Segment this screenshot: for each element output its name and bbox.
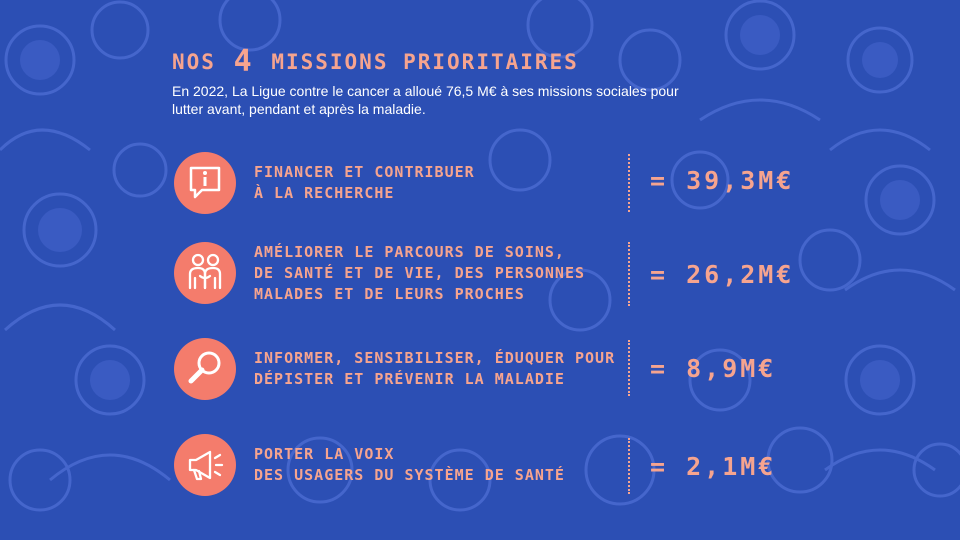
intro-text: En 2022, La Ligue contre le cancer a all… (172, 83, 679, 117)
page-title: NOS 4 MISSIONS PRIORITAIRES (172, 44, 579, 79)
mission-prevention: INFORMER, SENSIBILISER, ÉDUQUER POUR DÉP… (174, 338, 814, 402)
mission-research: FINANCER ET CONTRIBUER À LA RECHERCHE = … (174, 152, 814, 216)
divider (628, 340, 630, 396)
mission-label: INFORMER, SENSIBILISER, ÉDUQUER POUR DÉP… (254, 349, 616, 388)
divider (628, 438, 630, 494)
info-bubble-icon (174, 152, 236, 214)
mission-label: AMÉLIORER LE PARCOURS DE SOINS, DE SANTÉ… (254, 243, 586, 303)
mission-amount: = 26,2M€ (650, 260, 795, 289)
mission-amount: = 39,3M€ (650, 166, 795, 195)
title-suffix: MISSIONS PRIORITAIRES (271, 50, 579, 74)
title-prefix: NOS (172, 50, 216, 74)
megaphone-icon (174, 434, 236, 496)
mission-label: PORTER LA VOIX DES USAGERS DU SYSTÈME DE… (254, 445, 565, 484)
mission-label: FINANCER ET CONTRIBUER À LA RECHERCHE (254, 163, 475, 202)
divider (628, 154, 630, 212)
divider (628, 242, 630, 306)
mission-amount: = 8,9M€ (650, 354, 777, 383)
magnifier-icon (174, 338, 236, 400)
mission-advocacy: PORTER LA VOIX DES USAGERS DU SYSTÈME DE… (174, 434, 814, 498)
people-icon (174, 242, 236, 304)
mission-care-pathway: AMÉLIORER LE PARCOURS DE SOINS, DE SANTÉ… (174, 242, 814, 306)
title-number: 4 (233, 44, 254, 79)
mission-amount: = 2,1M€ (650, 452, 777, 481)
